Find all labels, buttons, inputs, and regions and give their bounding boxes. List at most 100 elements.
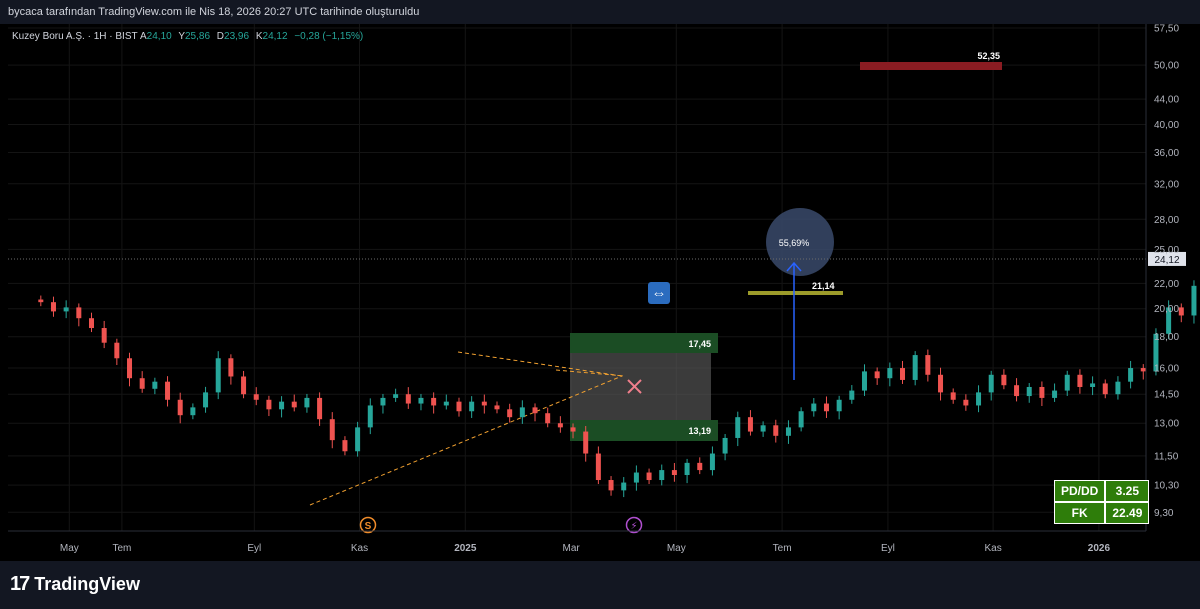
candle-body[interactable] xyxy=(228,358,234,377)
candle-body[interactable] xyxy=(152,381,158,389)
candle-body[interactable] xyxy=(1191,285,1197,316)
candle-body[interactable] xyxy=(418,397,424,404)
lower-zone-box[interactable] xyxy=(570,420,718,441)
candle-body[interactable] xyxy=(595,453,601,481)
candle-body[interactable] xyxy=(380,397,386,406)
candle-body[interactable] xyxy=(684,462,690,476)
candle-body[interactable] xyxy=(811,403,817,412)
candle-body[interactable] xyxy=(900,368,906,380)
candle-body[interactable] xyxy=(329,419,335,441)
candle-body[interactable] xyxy=(279,401,285,410)
candle-body[interactable] xyxy=(317,397,323,420)
upper-zone-box[interactable] xyxy=(570,333,718,353)
candle-body[interactable] xyxy=(1153,333,1159,372)
consolidation-box[interactable] xyxy=(570,353,711,420)
candle-body[interactable] xyxy=(976,392,982,406)
candle-body[interactable] xyxy=(139,378,145,389)
candle-body[interactable] xyxy=(253,394,259,400)
candle-body[interactable] xyxy=(63,307,69,312)
candle-body[interactable] xyxy=(570,427,576,432)
price-chart[interactable]: Kuzey Boru A.Ş. · 1H · BIST A24,10 Y25,8… xyxy=(8,24,1200,561)
candle-body[interactable] xyxy=(785,427,791,436)
candle-body[interactable] xyxy=(1052,390,1058,398)
candle-body[interactable] xyxy=(38,299,44,303)
candle-body[interactable] xyxy=(1090,383,1096,387)
candle-body[interactable] xyxy=(88,318,94,329)
candle-body[interactable] xyxy=(456,401,462,412)
candle-body[interactable] xyxy=(671,470,677,476)
candle-body[interactable] xyxy=(393,394,399,398)
candle-body[interactable] xyxy=(304,397,310,408)
candle-body[interactable] xyxy=(938,374,944,393)
chart-canvas[interactable]: Kuzey Boru A.Ş. · 1H · BIST A24,10 Y25,8… xyxy=(8,24,1200,561)
candle-body[interactable] xyxy=(469,401,475,412)
candle-body[interactable] xyxy=(836,399,842,412)
candle-body[interactable] xyxy=(1102,383,1108,395)
candle-body[interactable] xyxy=(355,427,361,452)
candle-body[interactable] xyxy=(773,425,779,436)
target-zone-bar[interactable] xyxy=(860,62,1002,70)
candle-body[interactable] xyxy=(507,409,513,418)
candle-body[interactable] xyxy=(874,371,880,379)
brand-logo[interactable]: 17 TradingView xyxy=(10,573,140,596)
candle-body[interactable] xyxy=(849,390,855,400)
triangle-apex-line[interactable] xyxy=(555,369,625,377)
candle-body[interactable] xyxy=(1014,385,1020,397)
candle-body[interactable] xyxy=(912,355,918,380)
candle-body[interactable] xyxy=(431,397,437,406)
candle-body[interactable] xyxy=(241,376,247,395)
candle-body[interactable] xyxy=(342,440,348,452)
candle-body[interactable] xyxy=(1178,307,1184,316)
candle-body[interactable] xyxy=(988,374,994,393)
resistance-line[interactable] xyxy=(748,291,843,295)
candle-body[interactable] xyxy=(127,358,133,379)
candle-body[interactable] xyxy=(519,407,525,418)
candle-body[interactable] xyxy=(101,328,107,343)
y-axis[interactable]: 57,50 50,00 44,00 40,00 36,00 32,00 28,00 25,00… xyxy=(1145,24,1179,531)
x-axis[interactable]: May Tem Eyl Kas 2025 Mar May Tem Eyl Kas 2026 xyxy=(8,530,1146,554)
candle-body[interactable] xyxy=(1128,368,1134,382)
candle-body[interactable] xyxy=(1064,374,1070,391)
candle-body[interactable] xyxy=(266,399,272,410)
dividend-event-icon[interactable]: S xyxy=(359,516,377,534)
candle-body[interactable] xyxy=(1001,374,1007,386)
candle-body[interactable] xyxy=(760,425,766,432)
candle-body[interactable] xyxy=(481,401,487,406)
candle-body[interactable] xyxy=(557,423,563,428)
candle-body[interactable] xyxy=(861,371,867,391)
candle-body[interactable] xyxy=(494,405,500,410)
candle-body[interactable] xyxy=(1115,381,1121,395)
candle-body[interactable] xyxy=(709,453,715,471)
candle-body[interactable] xyxy=(887,368,893,379)
candle-body[interactable] xyxy=(545,413,551,424)
candle-body[interactable] xyxy=(608,480,614,491)
candle-body[interactable] xyxy=(1140,368,1146,372)
candle-body[interactable] xyxy=(963,399,969,406)
candle-body[interactable] xyxy=(76,307,82,319)
swap-arrows-icon[interactable]: ⇔ xyxy=(648,282,670,304)
candle-body[interactable] xyxy=(621,482,627,491)
candle-body[interactable] xyxy=(747,417,753,432)
candle-body[interactable] xyxy=(203,392,209,408)
candle-body[interactable] xyxy=(532,407,538,414)
candle-body[interactable] xyxy=(1039,386,1045,398)
candle-body[interactable] xyxy=(823,403,829,412)
candle-body[interactable] xyxy=(1026,386,1032,397)
candle-body[interactable] xyxy=(165,381,171,400)
candle-body[interactable] xyxy=(659,470,665,481)
candle-body[interactable] xyxy=(291,401,297,408)
candle-body[interactable] xyxy=(646,472,652,481)
triangle-lower-line[interactable] xyxy=(309,375,623,506)
candle-body[interactable] xyxy=(583,431,589,454)
candle-body[interactable] xyxy=(722,437,728,454)
candle-body[interactable] xyxy=(697,462,703,471)
candle-body[interactable] xyxy=(177,399,183,416)
candle-body[interactable] xyxy=(1077,374,1083,387)
drawings-layer[interactable]: 52,35 21,14 55,69% 17,45 13,19 xyxy=(309,51,1002,534)
candle-body[interactable] xyxy=(735,417,741,438)
candle-body[interactable] xyxy=(367,405,373,428)
candle-body[interactable] xyxy=(925,355,931,375)
candle-body[interactable] xyxy=(114,342,120,359)
candle-body[interactable] xyxy=(1166,307,1172,334)
candle-body[interactable] xyxy=(190,407,196,416)
